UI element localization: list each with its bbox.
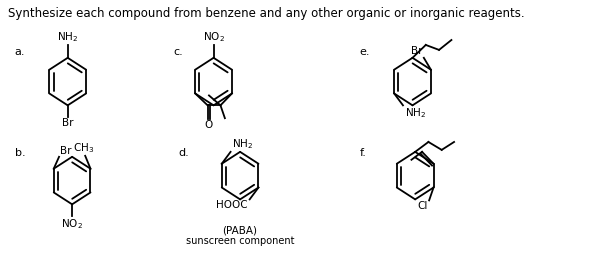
Text: NO$_2$: NO$_2$ (61, 217, 83, 231)
Text: e.: e. (359, 47, 370, 57)
Text: CH$_3$: CH$_3$ (73, 141, 94, 155)
Text: NO$_2$: NO$_2$ (202, 30, 225, 44)
Text: Br: Br (411, 46, 422, 56)
Text: b.: b. (15, 148, 25, 158)
Text: Synthesize each compound from benzene and any other organic or inorganic reagent: Synthesize each compound from benzene an… (8, 7, 525, 20)
Text: NH$_2$: NH$_2$ (232, 137, 254, 151)
Text: Br: Br (60, 146, 71, 156)
Text: O: O (204, 120, 212, 130)
Text: sunscreen component: sunscreen component (186, 236, 294, 246)
Text: d.: d. (178, 148, 189, 158)
Text: NH$_2$: NH$_2$ (57, 30, 78, 44)
Text: f.: f. (359, 148, 366, 158)
Text: a.: a. (15, 47, 25, 57)
Text: (PABA): (PABA) (222, 225, 258, 235)
Text: HOOC: HOOC (217, 200, 248, 210)
Text: NH$_2$: NH$_2$ (405, 106, 426, 120)
Text: Br: Br (62, 118, 73, 128)
Text: c.: c. (174, 47, 183, 57)
Text: Cl: Cl (417, 201, 427, 211)
